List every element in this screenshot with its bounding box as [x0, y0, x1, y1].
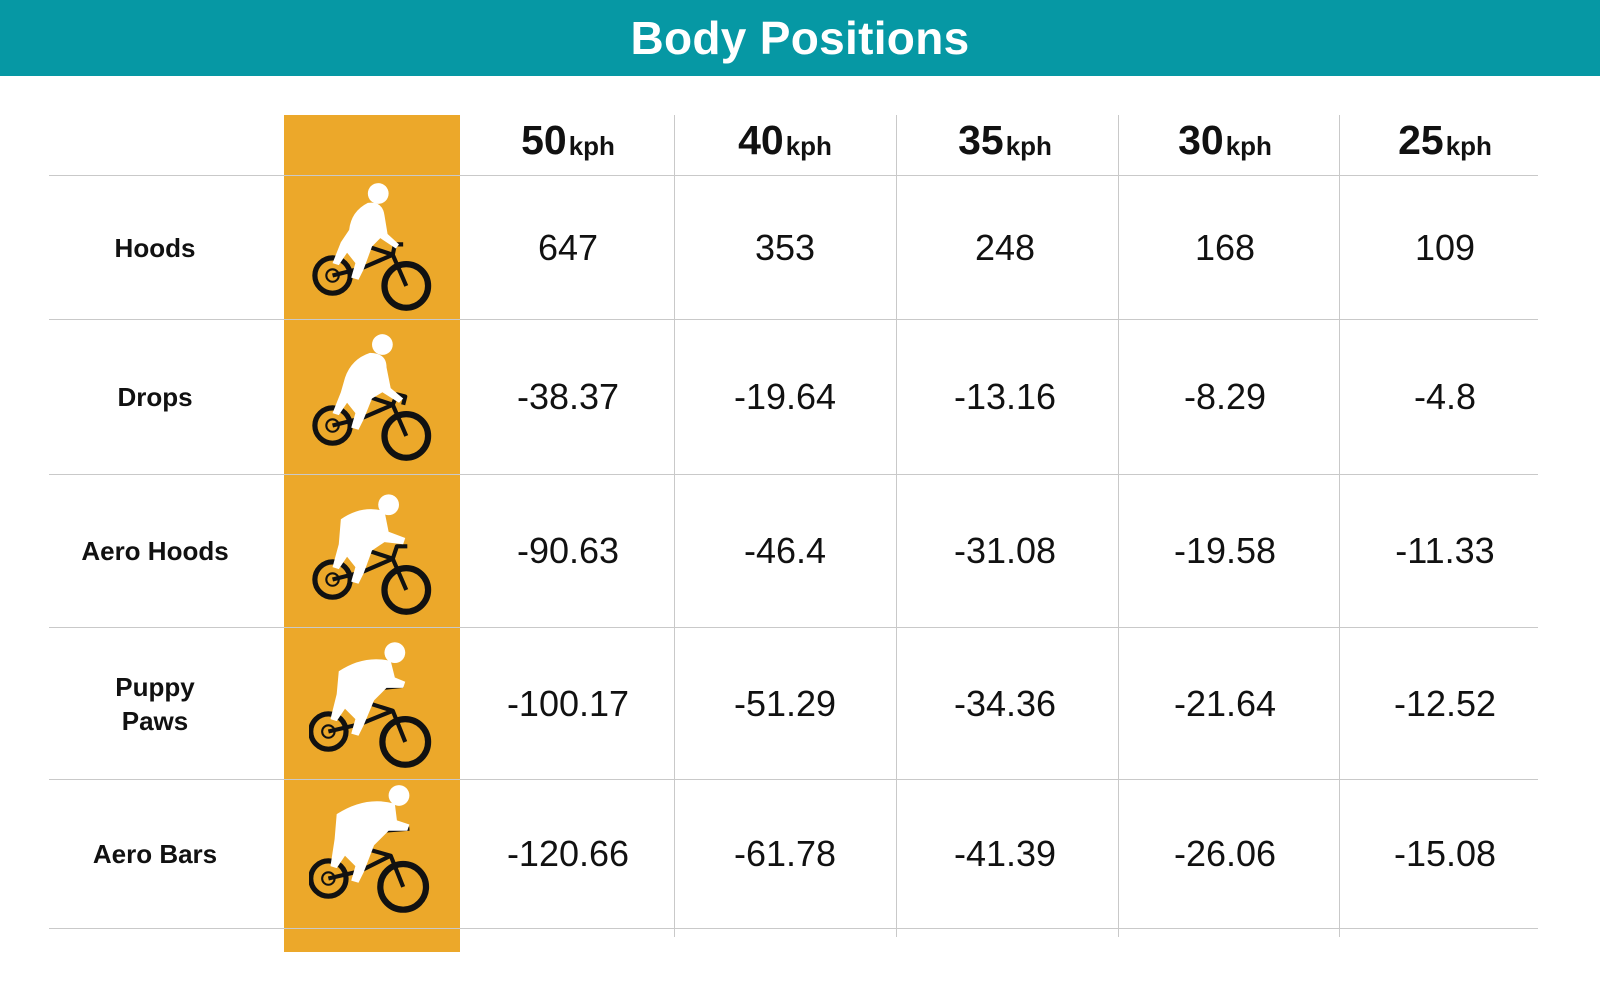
table-cell: 647 [537, 226, 599, 268]
table-cell: -19.58 [1173, 530, 1277, 571]
title-bar: Body Positions [0, 0, 1600, 76]
column-header-unit: kph [1225, 130, 1272, 161]
table-cell: -31.08 [953, 530, 1057, 571]
column-divider [1339, 115, 1340, 937]
table-cell: -8.29 [1183, 376, 1267, 417]
column-divider [896, 115, 897, 937]
row-label-aero-hoods: Aero Hoods [81, 536, 229, 566]
table-cell: -46.4 [743, 530, 827, 571]
cyclist-aero-bars-icon [309, 785, 430, 913]
column-header-value: 40 [738, 116, 784, 163]
table-cell: -11.33 [1395, 530, 1495, 571]
column-header-value: 25 [1398, 116, 1444, 163]
row-divider [49, 474, 1538, 475]
column-header-unit: kph [1005, 130, 1052, 161]
table-cell: -34.36 [953, 682, 1057, 724]
row-label-puppy-paws: Puppy Paws [115, 671, 195, 736]
table-cell: -100.17 [506, 682, 630, 724]
row-divider [49, 779, 1538, 780]
row-label-hoods: Hoods [114, 232, 196, 263]
table-cell: -120.66 [506, 833, 630, 874]
table-cell: -61.78 [733, 833, 837, 874]
cyclist-aero-hoods-icon [312, 494, 432, 615]
table-cell: -41.39 [953, 833, 1057, 874]
table-cell: -13.16 [953, 376, 1057, 417]
column-header-value: 35 [958, 116, 1004, 163]
table-cell: -90.63 [516, 530, 620, 571]
page-title: Body Positions [630, 12, 970, 64]
row-divider [49, 175, 1538, 176]
row-label-drops: Drops [117, 382, 193, 412]
cyclist-puppy-paws-icon [309, 642, 432, 768]
row-divider [49, 319, 1538, 320]
table-cell: -26.06 [1173, 833, 1277, 874]
column-header-30: 30 kph [1125, 110, 1325, 170]
column-header-unit: kph [785, 130, 832, 161]
table-cell: -51.29 [733, 682, 837, 724]
column-divider [1118, 115, 1119, 937]
column-header-value: 30 [1178, 116, 1224, 163]
table-cell: -19.64 [733, 376, 837, 417]
table-cell: -21.64 [1173, 682, 1277, 724]
column-divider [674, 115, 675, 937]
row-divider [49, 627, 1538, 628]
cyclist-upright-icon [312, 183, 432, 311]
table-cell: -15.08 [1393, 833, 1497, 874]
column-header-25: 25 kph [1345, 110, 1545, 170]
row-divider [49, 928, 1538, 929]
table-cell: -38.37 [516, 376, 620, 417]
column-header-unit: kph [1445, 130, 1492, 161]
column-header-value: 50 [521, 116, 567, 163]
column-header-35: 35 kph [905, 110, 1105, 170]
column-header-50: 50 kph [468, 110, 668, 170]
table-cell: -4.8 [1413, 376, 1477, 417]
row-label-aero-bars: Aero Bars [92, 839, 218, 869]
column-header-40: 40 kph [685, 110, 885, 170]
cyclist-drops-icon [312, 334, 432, 461]
table-cell: 168 [1194, 226, 1256, 268]
table-cell: 353 [754, 226, 816, 268]
table-cell: 248 [974, 226, 1036, 268]
table-cell: 109 [1414, 226, 1476, 268]
column-header-unit: kph [568, 130, 615, 161]
table-cell: -12.52 [1393, 682, 1497, 724]
